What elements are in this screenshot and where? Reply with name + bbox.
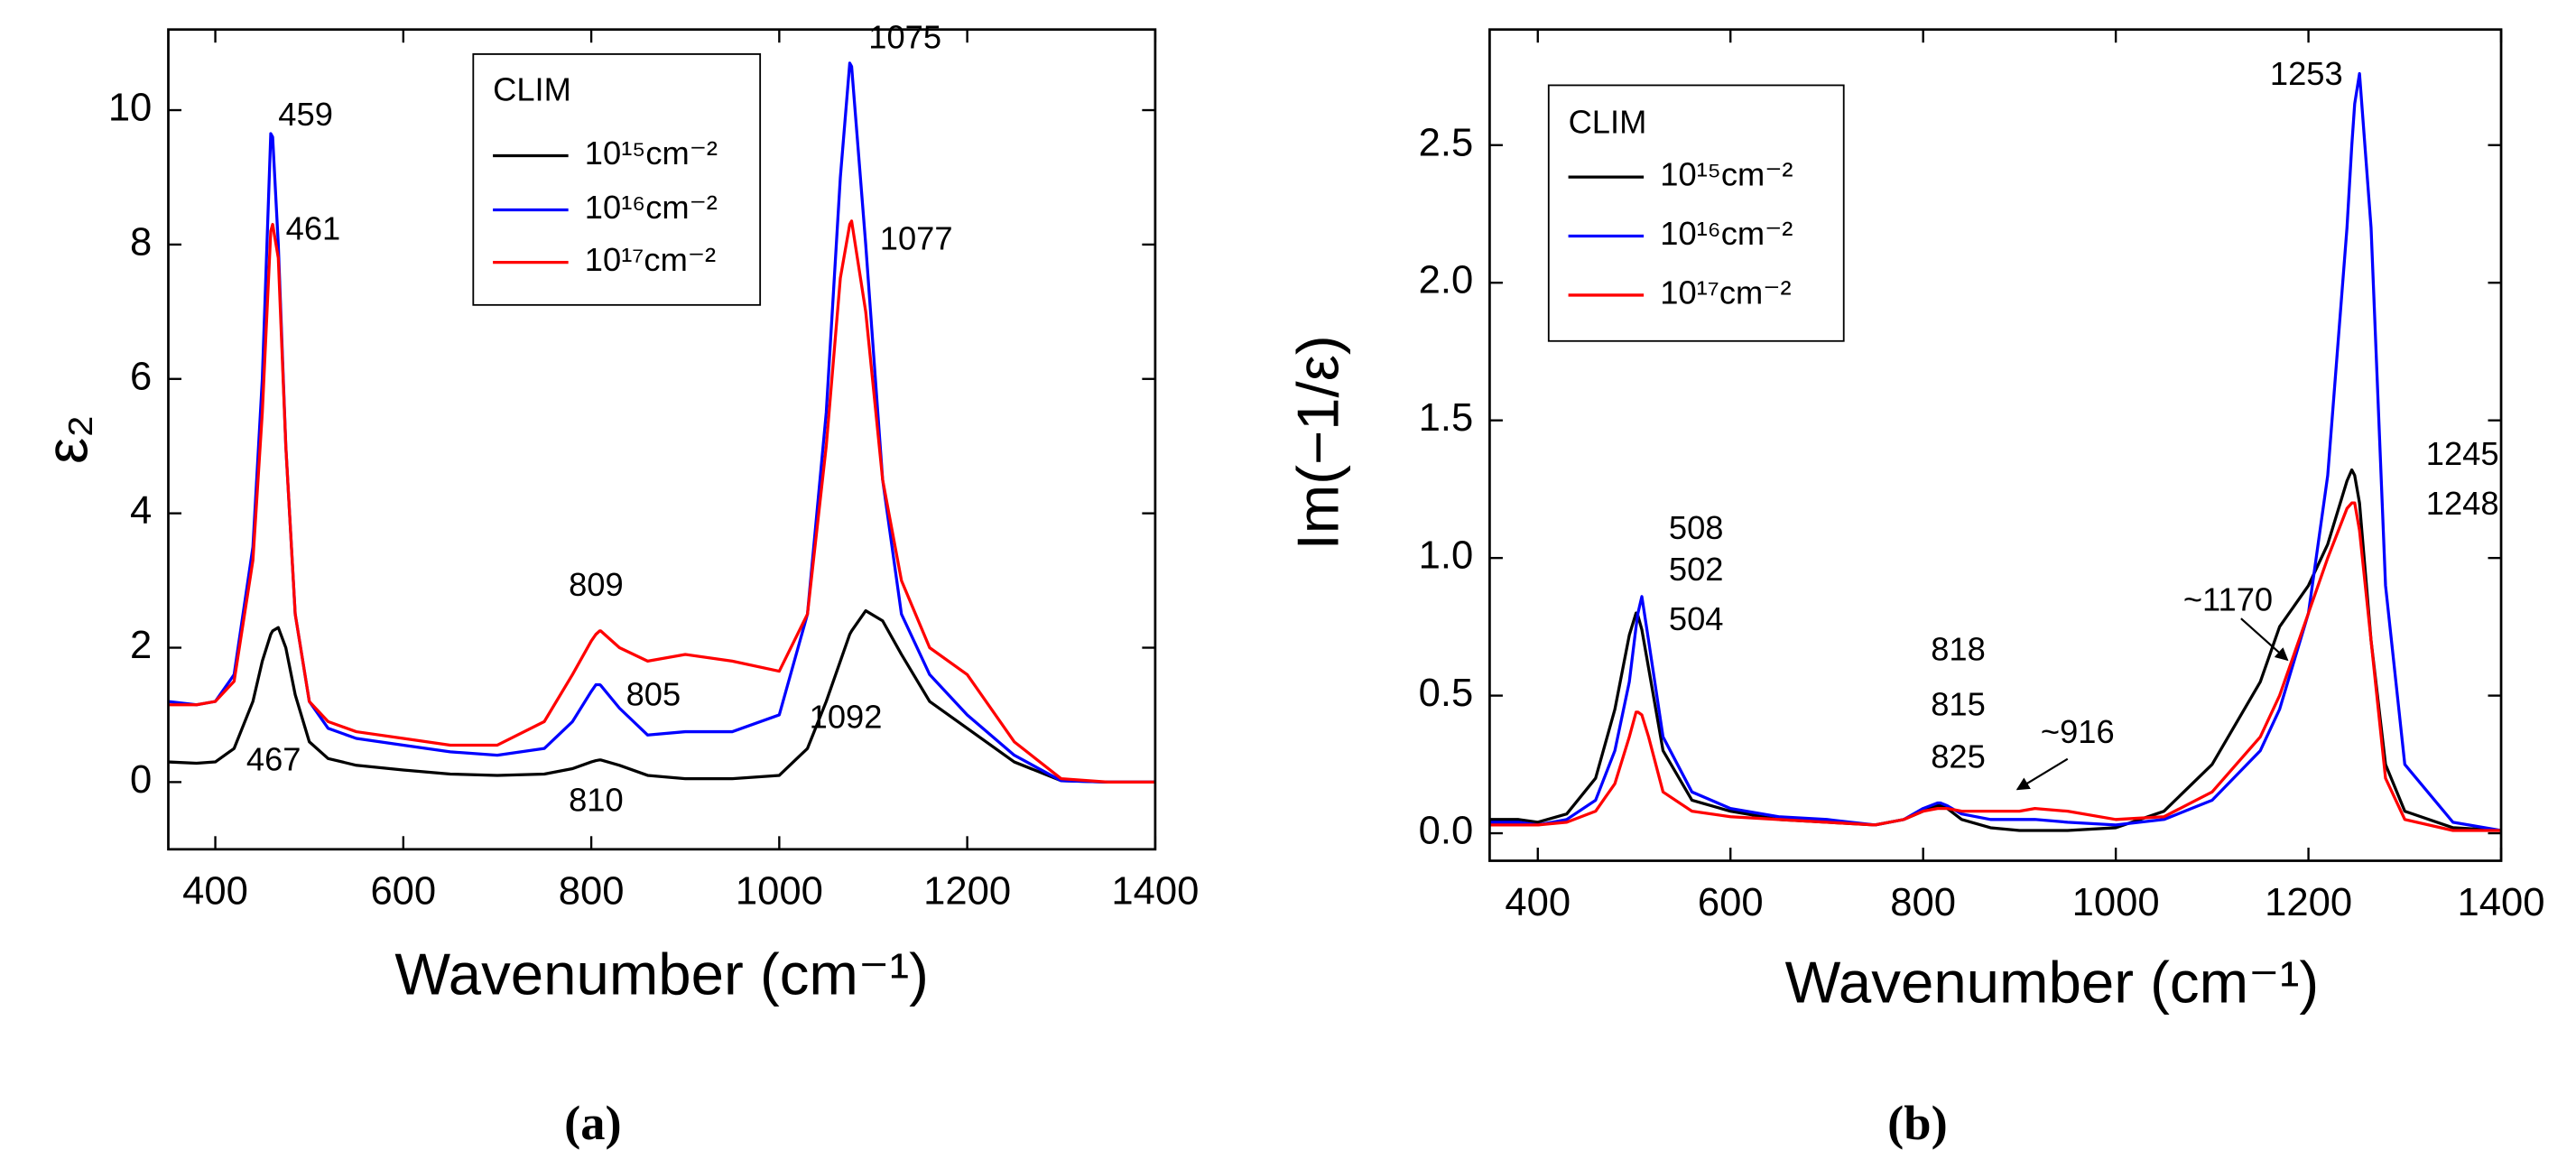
annotation: 508 [1669,509,1724,546]
y-tick-label: 8 [130,220,152,264]
x-tick-label: 1000 [736,869,823,913]
x-tick-label: 1200 [2265,881,2352,924]
x-tick-label: 400 [1505,881,1571,924]
annotation: 810 [569,781,624,818]
annotation-arrow [2015,757,2069,791]
annotation: 805 [626,675,681,712]
legend-box [1547,84,1845,342]
annotation: 809 [569,566,624,603]
annotation: 818 [1931,630,1986,667]
y-tick-label: 2.5 [1419,121,1474,164]
y-tick-label: 0.0 [1419,810,1474,853]
annotation: 1248 [2426,485,2499,522]
annotation: 504 [1669,600,1724,637]
x-tick-label: 800 [559,869,625,913]
series-line [1489,501,2502,832]
y-tick-label: 2.0 [1419,259,1474,302]
x-tick-label: 1000 [2072,881,2160,924]
y-tick-label: 0 [130,758,152,802]
plot-frame [167,28,1157,851]
x-tick-label: 600 [370,869,436,913]
legend-label: 10¹⁶cm⁻² [585,189,718,226]
annotation: 1245 [2426,435,2499,472]
y-tick-label: 4 [130,489,152,533]
y-tick-label: 2 [130,624,152,667]
y-tick-label: 0.5 [1419,672,1474,715]
y-axis-title: Im(−1/ε) [1284,335,1350,550]
annotation: 815 [1931,685,1986,722]
annotation: ~1170 [2183,581,2273,618]
legend-label: 10¹⁵cm⁻² [585,135,718,172]
x-tick-label: 800 [1890,881,1956,924]
series-line [1489,71,2502,832]
x-tick-label: 1400 [1111,869,1199,913]
x-tick-label: 1400 [2458,881,2545,924]
y-tick-label: 1.5 [1419,396,1474,440]
y-tick-label: 1.0 [1419,534,1474,578]
panel-label: (b) [1887,1095,1948,1150]
y-tick-label: 6 [130,355,152,398]
annotation-arrow [2240,617,2289,662]
legend-label: 10¹⁷cm⁻² [585,241,716,278]
legend-label: 10¹⁷cm⁻² [1660,274,1791,311]
annotation: ~916 [2041,713,2115,750]
x-tick-label: 400 [182,869,248,913]
legend-title: CLIM [493,70,571,107]
annotation: 459 [278,96,333,133]
panel: 400 600 800 1000 1200 1400 0.0 0.5 1.0 1.5 2.0 2.5 5… [1284,28,2545,1150]
annotation: 467 [246,741,301,778]
panel-label: (a) [564,1095,622,1150]
series-line [168,608,1155,784]
annotation: 461 [286,210,341,247]
series-line [168,219,1155,784]
annotation: 1075 [868,18,941,55]
y-tick-label: 10 [108,87,152,130]
y-axis-title: ε₂ [34,414,100,464]
legend-label: 10¹⁶cm⁻² [1660,215,1793,252]
legend-label: 10¹⁵cm⁻² [1660,156,1793,193]
x-tick-label: 600 [1698,881,1764,924]
x-tick-label: 1200 [923,869,1011,913]
plot-frame [1488,28,2503,862]
annotation: 1077 [880,220,953,257]
x-axis-title: Wavenumber (cm⁻¹) [394,942,928,1007]
series-line [1489,468,2502,832]
annotation: 1253 [2270,55,2343,92]
x-axis-title: Wavenumber (cm⁻¹) [1785,950,2319,1016]
annotation: 1092 [810,699,883,736]
annotation: 502 [1669,551,1724,588]
legend-title: CLIM [1569,104,1647,141]
annotation: 825 [1931,738,1986,775]
